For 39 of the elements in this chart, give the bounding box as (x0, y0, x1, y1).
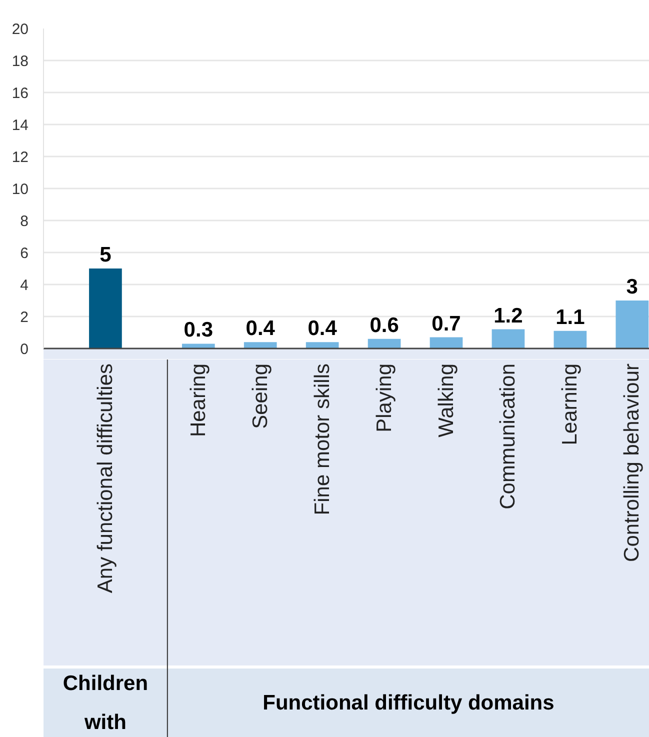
bar (306, 342, 339, 348)
bar (368, 338, 401, 348)
data-label: 0.3 (184, 318, 214, 342)
data-label: 0.4 (246, 317, 276, 340)
data-label: 0.7 (432, 312, 461, 336)
x-tick-label: Seeing (248, 364, 272, 429)
x-tick-label: Playing (372, 363, 396, 432)
data-label: 0.6 (370, 314, 399, 337)
y-tick-label: 12 (12, 149, 29, 166)
bar (492, 329, 525, 348)
bar (182, 344, 215, 348)
bar (616, 300, 649, 348)
data-label: 0.4 (308, 317, 338, 340)
y-tick-label: 16 (12, 85, 29, 102)
data-label: 3 (626, 276, 638, 298)
x-tick-label: Controlling behaviour (620, 363, 644, 562)
text: Functional difficulty domains (262, 692, 554, 714)
x-tick-label: Communication (496, 363, 520, 510)
x-tick-label: Fine motor skills (310, 363, 334, 516)
y-tick-label: 0 (20, 341, 28, 358)
x-tick-label: Hearing (186, 363, 210, 438)
data-label: 5 (100, 244, 112, 266)
y-tick-label: 8 (20, 213, 28, 230)
data-label: 1.2 (494, 304, 523, 328)
x-tick-label: Learning (558, 364, 582, 446)
bar (244, 342, 277, 348)
x-tick-label: Any functional difficulties (94, 363, 117, 594)
data-label: 1.1 (556, 306, 586, 329)
y-tick-label: 10 (12, 181, 29, 198)
y-tick-label: 4 (20, 277, 28, 294)
y-tick-label: 18 (12, 53, 29, 70)
y-tick-label: 14 (12, 117, 29, 134)
x-tick-label: Walking (434, 363, 458, 438)
y-tick-label: 20 (12, 21, 29, 38)
text: Children with (62, 672, 148, 734)
y-tick-label: 2 (20, 309, 28, 326)
y-tick-label: 6 (20, 245, 28, 262)
bar (430, 337, 463, 348)
bar (554, 330, 587, 348)
